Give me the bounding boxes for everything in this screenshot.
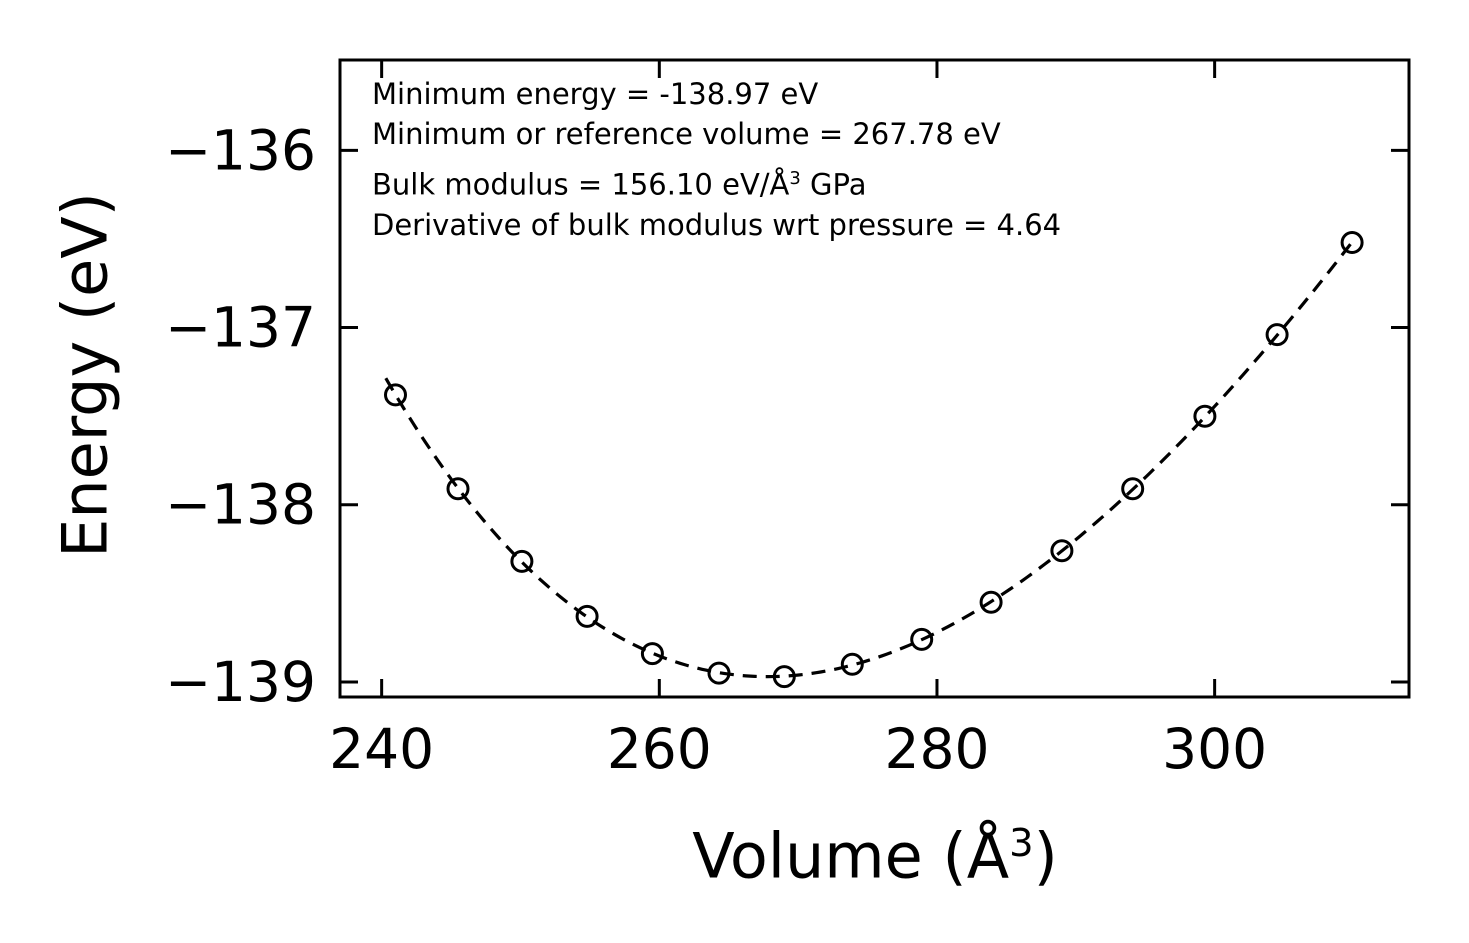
superscript-3: 3 [1009,820,1034,866]
y-tick-label: −136 [165,118,316,182]
annotation-reference-volume: Minimum or reference volume = 267.78 eV [372,117,1001,151]
x-tick-label: 300 [1162,717,1267,781]
annotation-bulk-modulus-text: Bulk modulus = 156.10 eV/Å [372,167,790,202]
data-point-marker [1050,539,1074,563]
data-point-marker [1340,231,1364,254]
data-point-marker [1193,404,1217,428]
y-tick-label: −139 [165,650,316,714]
data-point-marker [384,383,407,407]
fit-results-annotation: Minimum energy = -138.97 eV Minimum or r… [372,74,1061,245]
y-axis-label: Energy (eV) [48,192,122,558]
data-point-marker [910,627,934,651]
data-point-marker [979,590,1003,614]
x-axis-label: Volume (Å3) [692,820,1058,893]
data-point-marker [772,665,796,689]
annotation-bulk-modulus-unit: GPa [800,167,867,202]
annotation-bulk-modulus: Bulk modulus = 156.10 eV/Å3 GPa [372,159,1061,205]
data-point-marker [707,661,731,685]
x-tick-label: 260 [607,717,712,781]
y-tick-label: −138 [165,473,316,537]
data-point-marker [1121,477,1145,501]
y-tick-label: −137 [165,296,316,360]
x-axis-label-close: ) [1033,819,1058,893]
plot-border [338,58,1411,699]
annotation-bulk-modulus-derivative: Derivative of bulk modulus wrt pressure … [372,207,1062,242]
data-point-marker [446,477,470,501]
data-point-marker [640,642,664,666]
x-tick-label: 240 [329,717,434,781]
annotation-minimum-energy: Minimum energy = -138.97 eV [372,77,819,111]
data-point-marker [840,652,864,676]
x-tick-label: 280 [884,717,989,781]
data-point-marker [1265,323,1289,347]
superscript-3: 3 [789,168,801,189]
data-point-marker [575,604,599,628]
data-point-marker [510,549,534,573]
fit-curve [384,241,1354,679]
x-axis-label-text: Volume (Å [692,819,1010,893]
